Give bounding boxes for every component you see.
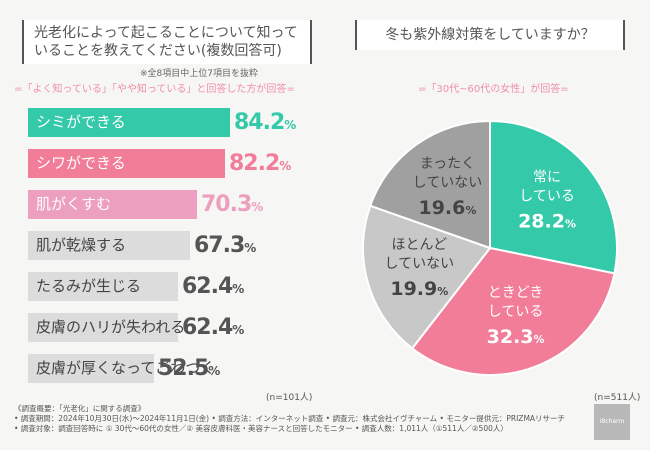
- right-sample-size: (n=511人): [594, 393, 641, 403]
- left-question-box: 光老化によって起こることについて知って いることを教えてください(複数回答可): [22, 20, 312, 64]
- pie-slice-value: 32.3%: [487, 326, 545, 348]
- footer-line2: • 調査期間：2024年10月30日(水)～2024年11月1日(金) • 調査…: [14, 414, 566, 423]
- bar-6: 皮膚のハリが失われる: [28, 313, 185, 342]
- left-question-line2: いることを教えてください(複数回答可): [34, 43, 282, 59]
- bar-value-label: 70.3%: [201, 190, 263, 222]
- logo-text: i8charm: [599, 418, 625, 425]
- bar-value-number: 82.2: [229, 151, 280, 176]
- pie-slice-value: 19.9%: [390, 278, 448, 300]
- pie-slice-1: [489, 119, 618, 275]
- left-question-line1: 光老化によって起こることについて知って: [34, 25, 298, 41]
- pie-slice-label: 常に: [533, 169, 561, 185]
- bar-value-number: 70.3: [201, 192, 252, 217]
- pie-slice-label: している: [488, 304, 544, 320]
- bar-5: たるみが生じる: [28, 272, 178, 301]
- bar-value-label: 62.4%: [182, 313, 244, 345]
- bar-2: シワができる: [28, 149, 225, 178]
- pie-slice-label: していない: [385, 256, 455, 272]
- bar-7: 皮膚が厚くなってごわつく: [28, 354, 215, 383]
- left-sample-size: (n=101人): [266, 393, 313, 403]
- bar-value-unit: %: [279, 159, 292, 173]
- right-question-text: 冬も紫外線対策をしていますか？: [385, 27, 595, 43]
- pie-slice-4: [368, 119, 491, 250]
- pie-slice-label: ほとんど: [392, 237, 448, 253]
- footer-line1: 《調査概要：「光老化」に関する調査》: [14, 404, 146, 413]
- bar-4: 肌が乾燥する: [28, 231, 190, 260]
- bar-label: たるみが生じる: [36, 277, 142, 295]
- pie-slice-value: 19.6%: [418, 197, 476, 219]
- bar-value-unit: %: [208, 364, 221, 378]
- left-subtitle: =「よく知っている」「やや知っている」と回答した方が回答=: [14, 84, 295, 95]
- bar-3: 肌がくすむ: [28, 190, 197, 219]
- bar-value-number: 84.2: [234, 110, 285, 135]
- bar-value-unit: %: [232, 282, 245, 296]
- bar-value-unit: %: [284, 118, 297, 132]
- bar-label: シミができる: [36, 113, 126, 131]
- bar-value-unit: %: [232, 323, 245, 337]
- bar-value-number: 62.4: [182, 274, 233, 299]
- pie-slice-3: [362, 204, 492, 350]
- pie-slice-label: していない: [413, 175, 483, 191]
- bar-value-number: 62.4: [182, 315, 233, 340]
- left-note: ※全8項目中上位7項目を抜粋: [140, 69, 258, 79]
- bar-value-unit: %: [251, 200, 264, 214]
- pie-slice-label: している: [519, 188, 575, 204]
- right-subtitle: =「30代~60代の女性」が回答=: [418, 84, 569, 95]
- bar-value-label: 84.2%: [234, 108, 296, 140]
- bar-value-unit: %: [244, 241, 257, 255]
- bar-label: 肌が乾燥する: [36, 236, 127, 254]
- bar-label: シワができる: [36, 154, 126, 172]
- bar-value-label: 67.3%: [194, 231, 256, 263]
- brand-logo: i8charm: [594, 404, 630, 440]
- pie-slice-label: ときどき: [488, 285, 544, 301]
- bar-value-number: 67.3: [194, 233, 245, 258]
- bar-label: 肌がくすむ: [36, 195, 112, 213]
- bar-value-label: 52.5%: [158, 354, 220, 386]
- bar-label: 皮膚が厚くなってごわつく: [36, 359, 216, 377]
- bar-value-label: 62.4%: [182, 272, 244, 304]
- bar-1: シミができる: [28, 108, 230, 137]
- survey-footer: 《調査概要：「光老化」に関する調査》 • 調査期間：2024年10月30日(水)…: [14, 404, 565, 434]
- bar-value-label: 82.2%: [229, 149, 291, 181]
- bar-value-number: 52.5: [158, 356, 209, 381]
- footer-line3: • 調査対象：調査回答時に ① 30代～60代の女性／② 美容皮膚科医・美容ナー…: [14, 424, 508, 433]
- pie-slice-2: [410, 246, 616, 376]
- bar-label: 皮膚のハリが失われる: [36, 318, 186, 336]
- right-question-box: 冬も紫外線対策をしていますか？: [355, 20, 625, 50]
- pie-slice-value: 28.2%: [518, 210, 576, 232]
- pie-slice-label: まったく: [420, 156, 475, 172]
